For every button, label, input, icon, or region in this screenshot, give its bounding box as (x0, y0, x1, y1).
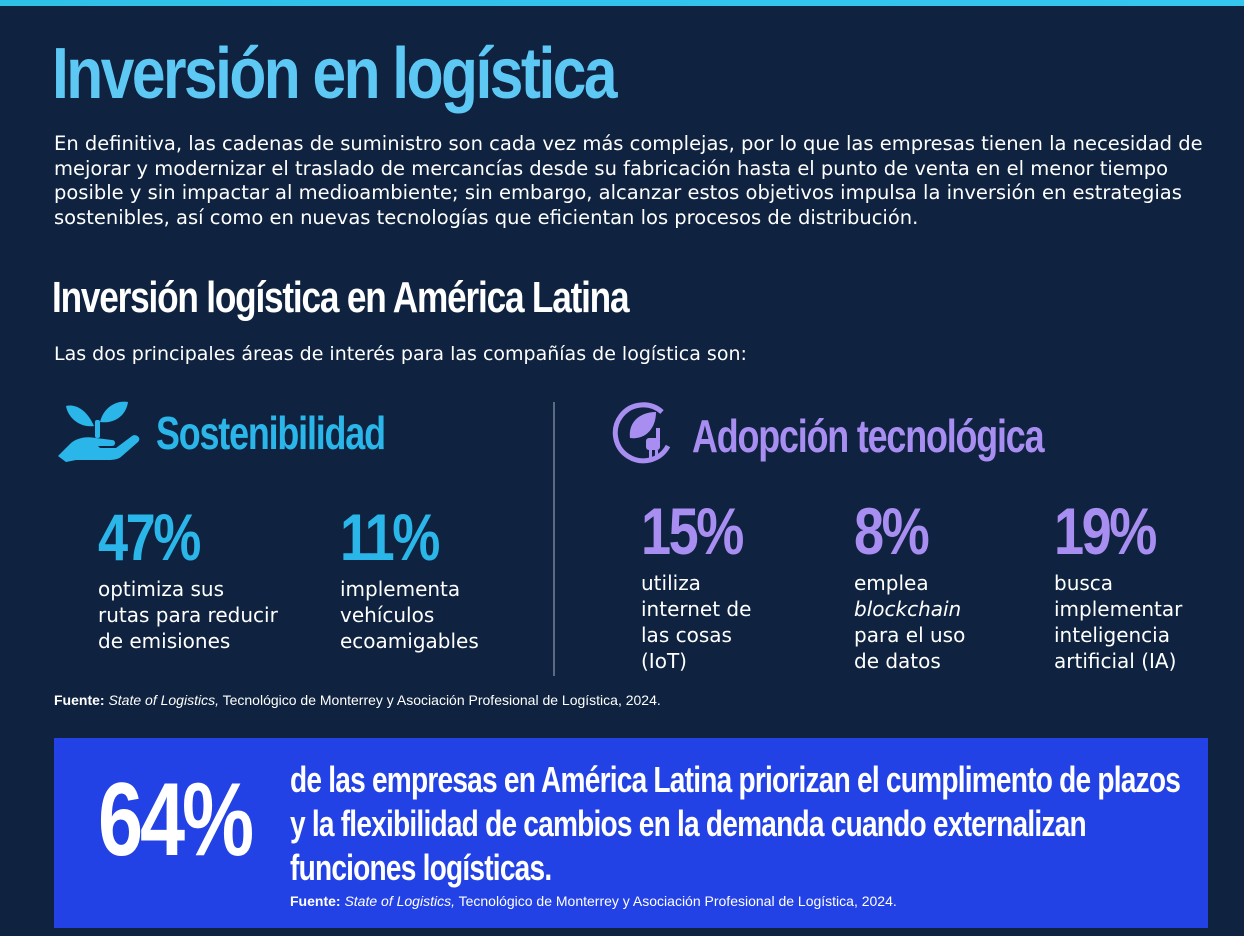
leaf-plug-icon (610, 400, 680, 471)
stat-value: 19% (1054, 494, 1157, 568)
desc-line: ecoamigables (340, 629, 479, 653)
banner-source-note: Fuente: State of Logistics, Tecnológico … (290, 892, 897, 910)
desc-line: internet de (641, 597, 752, 621)
stat-description: optimiza sus rutas para reducir de emisi… (98, 576, 278, 654)
sostenibilidad-label: Sostenibilidad (156, 406, 386, 459)
source-work: State of Logistics, (108, 692, 219, 708)
source-work: State of Logistics, (344, 893, 455, 909)
desc-line: (IoT) (641, 649, 687, 673)
source-note: Fuente: State of Logistics, Tecnológico … (54, 692, 661, 708)
banner-value: 64% (98, 762, 254, 878)
source-rest: Tecnológico de Monterrey y Asociación Pr… (218, 692, 661, 708)
stat-description: emplea blockchain para el uso de datos (854, 570, 965, 674)
tecnologia-header: Adopción tecnológica (610, 400, 1142, 471)
hand-plant-icon (56, 398, 142, 467)
section-title: Inversión logística en América Latina (52, 273, 630, 322)
desc-line: rutas para reducir (98, 603, 278, 627)
stat-19: 19% busca implementar inteligencia artif… (1054, 498, 1182, 674)
desc-line: las cosas (641, 623, 732, 647)
banner-line: funciones logísticas. (290, 847, 552, 888)
desc-line: de datos (854, 649, 941, 673)
desc-line: inteligencia (1054, 623, 1170, 647)
tecnologia-label: Adopción tecnológica (692, 409, 1045, 462)
desc-line: implementa (340, 577, 461, 601)
stat-47: 47% optimiza sus rutas para reducir de e… (98, 504, 278, 654)
stat-15: 15% utiliza internet de las cosas (IoT) (641, 498, 764, 674)
desc-line: busca (1054, 571, 1114, 595)
source-label: Fuente: (290, 893, 341, 909)
desc-line: emplea (854, 571, 929, 595)
stat-11: 11% implementa vehículos ecoamigables (340, 504, 479, 654)
banner-line: de las empresas en América Latina priori… (290, 759, 1181, 800)
highlight-banner: 64% de las empresas en América Latina pr… (54, 738, 1208, 928)
desc-line: de emisiones (98, 629, 231, 653)
desc-line: optimiza sus (98, 577, 224, 601)
top-accent-bar (0, 0, 1244, 6)
desc-line: implementar (1054, 597, 1183, 621)
lead-text: Las dos principales áreas de interés par… (54, 343, 747, 365)
desc-line: artificial (IA) (1054, 649, 1177, 673)
stat-description: implementa vehículos ecoamigables (340, 576, 479, 654)
source-rest: Tecnológico de Monterrey y Asociación Pr… (454, 893, 897, 909)
banner-text: de las empresas en América Latina priori… (290, 758, 1187, 890)
intro-paragraph: En definitiva, las cadenas de suministro… (54, 132, 1203, 229)
stat-value: 15% (641, 494, 744, 568)
banner-line: y la flexibilidad de cambios en la deman… (290, 803, 1087, 844)
sostenibilidad-header: Sostenibilidad (56, 398, 449, 467)
desc-line: para el uso (854, 623, 966, 647)
column-divider (553, 402, 555, 676)
page-title: Inversión en logística (52, 34, 618, 114)
stat-description: busca implementar inteligencia artificia… (1054, 570, 1182, 674)
stat-value: 11% (340, 500, 440, 574)
desc-line: vehículos (340, 603, 435, 627)
source-label: Fuente (54, 692, 100, 708)
stat-description: utiliza internet de las cosas (IoT) (641, 570, 764, 674)
stat-8: 8% emplea blockchain para el uso de dato… (854, 498, 965, 674)
stat-value: 47% (98, 500, 201, 574)
stat-value: 8% (854, 494, 930, 568)
desc-line: blockchain (854, 597, 962, 621)
desc-line: utiliza (641, 571, 701, 595)
